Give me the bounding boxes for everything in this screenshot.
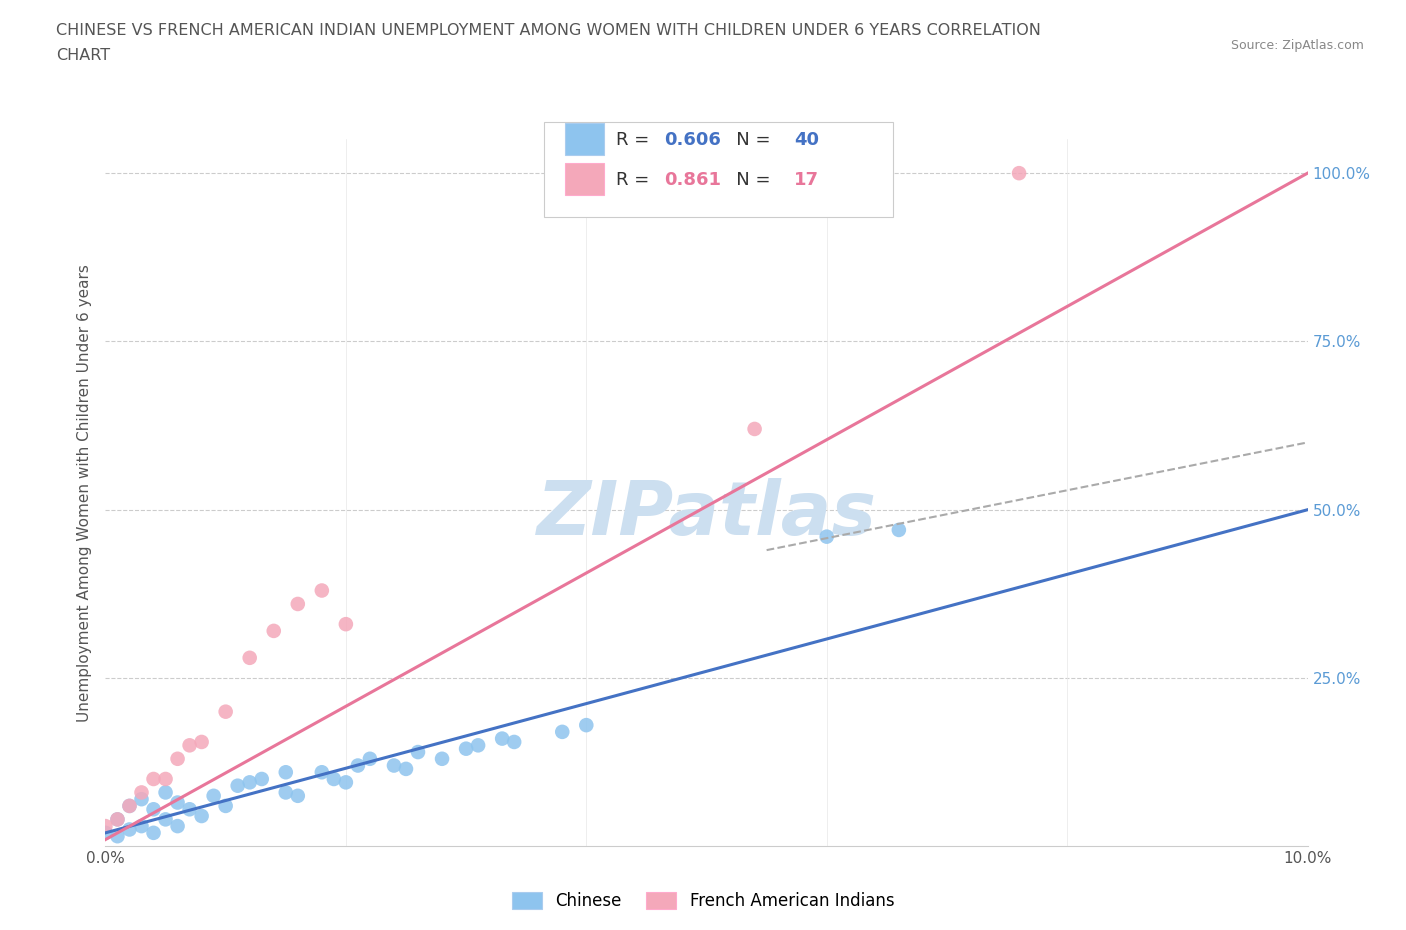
- Text: CHART: CHART: [56, 48, 110, 63]
- Point: [430, 751, 453, 766]
- Point: [179, 737, 201, 752]
- Point: [454, 741, 477, 756]
- Point: [347, 758, 370, 773]
- Point: [382, 758, 405, 773]
- Point: [179, 802, 201, 817]
- Point: [287, 789, 309, 804]
- FancyBboxPatch shape: [565, 163, 605, 194]
- Text: 40: 40: [794, 131, 820, 149]
- Text: CHINESE VS FRENCH AMERICAN INDIAN UNEMPLOYMENT AMONG WOMEN WITH CHILDREN UNDER 6: CHINESE VS FRENCH AMERICAN INDIAN UNEMPL…: [56, 23, 1040, 38]
- Point: [107, 812, 129, 827]
- Point: [166, 818, 188, 833]
- Point: [322, 772, 344, 787]
- Point: [118, 799, 141, 814]
- Point: [214, 704, 236, 719]
- Point: [274, 785, 297, 800]
- Point: [142, 772, 165, 787]
- Text: ZIPatlas: ZIPatlas: [537, 478, 876, 551]
- Text: N =: N =: [718, 131, 776, 149]
- Point: [239, 650, 262, 665]
- Legend: Chinese, French American Indians: Chinese, French American Indians: [505, 885, 901, 917]
- Point: [887, 523, 910, 538]
- Text: 0.606: 0.606: [665, 131, 721, 149]
- Point: [190, 735, 212, 750]
- Point: [359, 751, 381, 766]
- Point: [551, 724, 574, 739]
- Point: [287, 596, 309, 611]
- Point: [311, 764, 333, 779]
- Point: [131, 818, 153, 833]
- Point: [142, 826, 165, 841]
- Point: [155, 772, 177, 787]
- Point: [239, 775, 262, 790]
- Y-axis label: Unemployment Among Women with Children Under 6 years: Unemployment Among Women with Children U…: [77, 264, 93, 722]
- Point: [335, 775, 357, 790]
- Point: [503, 735, 526, 750]
- Point: [395, 762, 418, 777]
- Point: [250, 772, 273, 787]
- Point: [118, 822, 141, 837]
- Point: [335, 617, 357, 631]
- Text: R =: R =: [616, 131, 655, 149]
- Point: [131, 791, 153, 806]
- FancyBboxPatch shape: [544, 122, 893, 218]
- Point: [107, 829, 129, 844]
- Point: [190, 808, 212, 823]
- Point: [226, 778, 249, 793]
- Text: R =: R =: [616, 171, 661, 189]
- Point: [118, 799, 141, 814]
- Point: [575, 718, 598, 733]
- Point: [94, 826, 117, 841]
- Point: [202, 789, 225, 804]
- Point: [406, 745, 429, 760]
- Point: [166, 751, 188, 766]
- Point: [815, 529, 838, 544]
- Text: 0.861: 0.861: [665, 171, 721, 189]
- Point: [1008, 166, 1031, 180]
- Point: [311, 583, 333, 598]
- Point: [491, 731, 513, 746]
- Point: [263, 623, 285, 638]
- FancyBboxPatch shape: [565, 124, 605, 155]
- Point: [107, 812, 129, 827]
- Point: [142, 802, 165, 817]
- Point: [744, 421, 766, 436]
- Text: 17: 17: [794, 171, 820, 189]
- Text: Source: ZipAtlas.com: Source: ZipAtlas.com: [1230, 39, 1364, 52]
- Point: [155, 785, 177, 800]
- Point: [166, 795, 188, 810]
- Point: [155, 812, 177, 827]
- Point: [214, 799, 236, 814]
- Point: [467, 737, 489, 752]
- Point: [274, 764, 297, 779]
- Point: [94, 818, 117, 833]
- Text: N =: N =: [718, 171, 782, 189]
- Point: [131, 785, 153, 800]
